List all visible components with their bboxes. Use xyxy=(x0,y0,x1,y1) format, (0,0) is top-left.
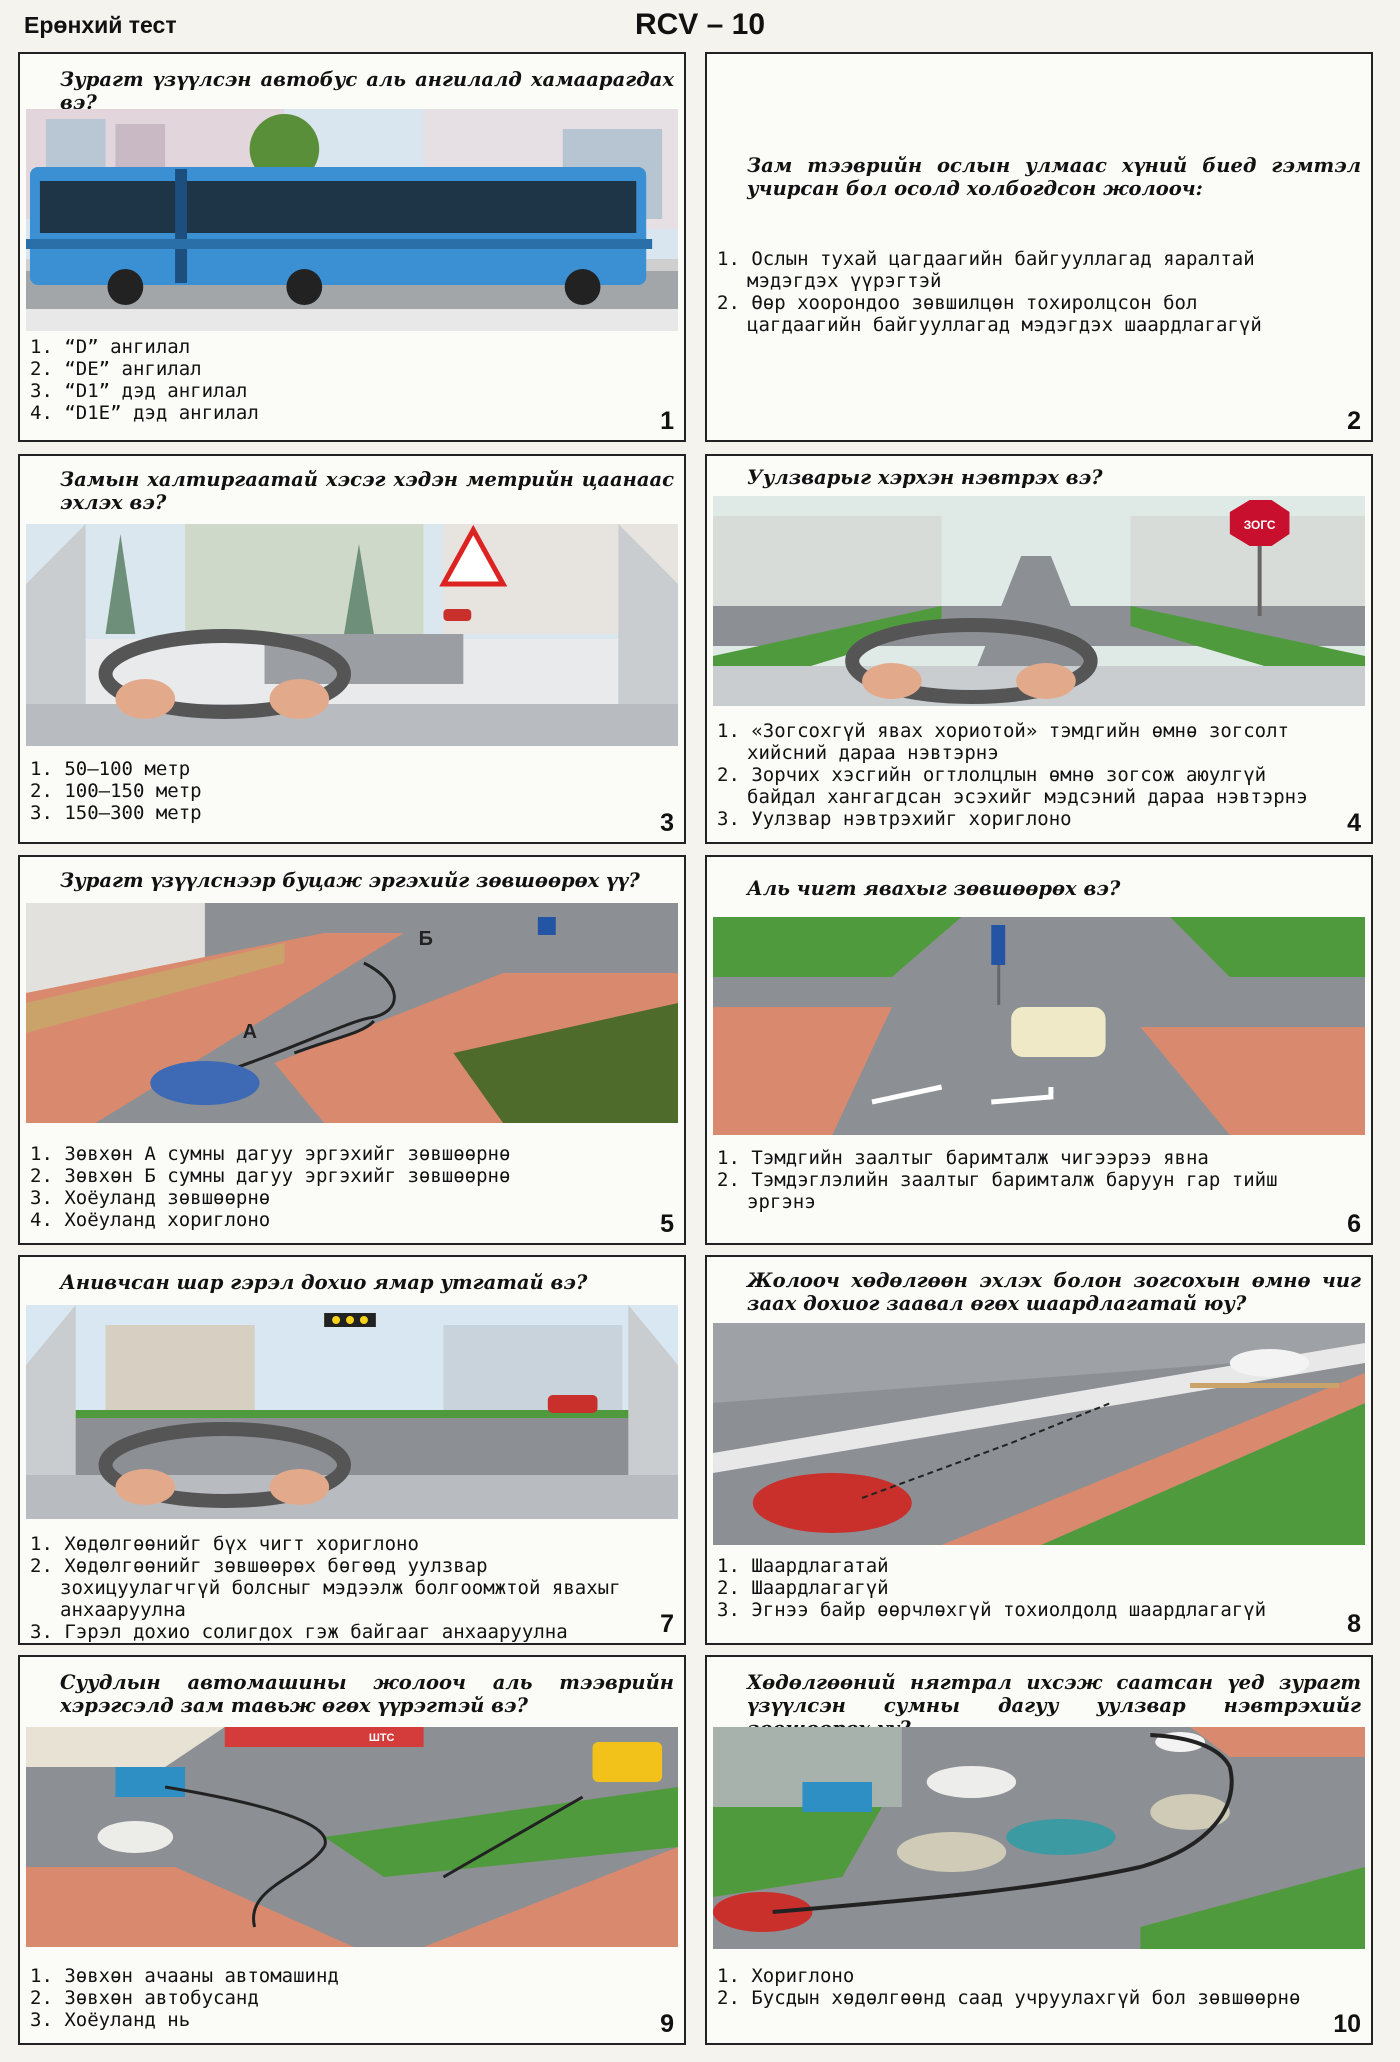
question-card-4: Уулзварыг хэрхэн нэвтрэх вэ? ЗОГС 1. «Зо… xyxy=(705,454,1373,844)
question-text: Зурагт үзүүлсэн автобус аль ангилалд хам… xyxy=(60,68,674,114)
answer-option-1[interactable]: 1. «Зогсохгүй явах хориотой» тэмдгийн өм… xyxy=(717,720,1289,764)
question-text: Анивчсан шар гэрэл дохио ямар утгатай вэ… xyxy=(60,1271,588,1294)
no-u-turn-sign xyxy=(537,917,556,935)
answer-option-2[interactable]: 2. Өөр хоорондоо зөвшилцөн тохиролцсон б… xyxy=(717,292,1262,336)
question-card-5: Зурагт үзүүлснээр буцаж эргэхийг зөвшөөр… xyxy=(18,855,686,1245)
test-code-title: RCV – 10 xyxy=(634,8,766,41)
question-number: 2 xyxy=(1347,407,1361,435)
answer-option-1[interactable]: 1. Зөвхөн А сумны дагуу эргэхийг зөвшөөр… xyxy=(30,1143,511,1165)
answer-option-1[interactable]: 1. Тэмдгийн заалтыг баримталж чигээрээ я… xyxy=(717,1147,1209,1169)
arrow-label-a: А xyxy=(243,1021,257,1043)
question-text: Замын халтиргаатай хэсэг хэдэн метрийн ц… xyxy=(60,468,674,514)
stop-sign xyxy=(1229,500,1290,546)
answer-option-2[interactable]: 2. Хөдөлгөөнийг зөвшөөрөх бөгөөд уулзвар… xyxy=(30,1555,621,1621)
answer-option-2[interactable]: 2. Шаардлагагүй xyxy=(717,1577,889,1599)
test-category-label: Ерөнхий тест xyxy=(24,12,177,38)
answer-list: 1. Хориглоно 2. Бусдын хөдөлгөөнд саад у… xyxy=(717,1965,1311,2009)
question-card-9: Суудлын автомашины жолооч аль тээврийн х… xyxy=(18,1655,686,2045)
slippery-road-sign xyxy=(439,524,508,587)
question-card-8: Жолооч хөдөлгөөн эхлэх болон зогсохын өм… xyxy=(705,1255,1373,1645)
question-illustration-gas-station: ШТС xyxy=(26,1727,678,1947)
question-illustration-turn-signal xyxy=(713,1323,1365,1545)
question-text: Зурагт үзүүлснээр буцаж эргэхийг зөвшөөр… xyxy=(60,869,640,892)
question-text: Жолооч хөдөлгөөн эхлэх болон зогсохын өм… xyxy=(747,1269,1361,1315)
question-illustration-lane-direction xyxy=(713,917,1365,1135)
answer-option-2[interactable]: 2. Тэмдэглэлийн заалтыг баримталж баруун… xyxy=(717,1169,1278,1213)
answer-list: 1. 50–100 метр 2. 100–150 метр 3. 150–30… xyxy=(30,758,624,824)
bus-shape xyxy=(26,167,653,305)
question-card-6: Аль чигт явахыг зөвшөөрөх вэ? 1. Тэмдгий… xyxy=(705,855,1373,1245)
answer-option-3[interactable]: 3. Уулзвар нэвтрэхийг хориглоно xyxy=(717,808,1072,830)
question-number: 5 xyxy=(660,1210,674,1238)
answer-option-3[interactable]: 3. 150–300 метр xyxy=(30,802,202,824)
answer-list: 1. Ослын тухай цагдаагийн байгууллагад я… xyxy=(717,248,1311,336)
answer-list: 1. Зөвхөн ачааны автомашинд 2. Зөвхөн ав… xyxy=(30,1965,624,2031)
answer-list: 1. “D” ангилал 2. “DE” ангилал 3. “D1” д… xyxy=(30,336,624,424)
answer-option-2[interactable]: 2. Бусдын хөдөлгөөнд саад учруулахгүй бо… xyxy=(717,1987,1301,2009)
question-card-2: Зам тээврийн ослын улмаас хүний биед гэм… xyxy=(705,52,1373,442)
gas-station-canopy xyxy=(224,1727,424,1747)
question-number: 4 xyxy=(1347,809,1361,837)
question-text: Хөдөлгөөний нягтрал ихсэж саатсан үед зу… xyxy=(747,1671,1361,1740)
question-text: Суудлын автомашины жолооч аль тээврийн х… xyxy=(60,1671,674,1717)
question-text: Зам тээврийн ослын улмаас хүний биед гэм… xyxy=(747,154,1361,200)
question-number: 10 xyxy=(1333,2010,1361,2038)
question-illustration-u-turn: А Б xyxy=(26,903,678,1123)
arrow-label-b: Б xyxy=(419,928,433,950)
answer-list: 1. Хөдөлгөөнийг бүх чигт хориглоно 2. Хө… xyxy=(30,1533,624,1643)
answer-option-1[interactable]: 1. Хөдөлгөөнийг бүх чигт хориглоно xyxy=(30,1533,419,1555)
question-illustration-yellow-signal xyxy=(26,1305,678,1519)
question-number: 7 xyxy=(660,1610,674,1638)
answer-list: 1. Зөвхөн А сумны дагуу эргэхийг зөвшөөр… xyxy=(30,1143,624,1231)
answer-option-1[interactable]: 1. Шаардлагатай xyxy=(717,1555,889,1577)
answer-option-1[interactable]: 1. Хориглоно xyxy=(717,1965,855,1987)
answer-option-2[interactable]: 2. Зөвхөн автобусанд xyxy=(30,1987,259,2009)
question-text: Уулзварыг хэрхэн нэвтрэх вэ? xyxy=(747,466,1103,489)
gas-station-sign-text: ШТС xyxy=(369,1732,395,1744)
answer-option-3[interactable]: 3. Хоёуланд зөвшөөрнө xyxy=(30,1187,271,1209)
question-card-10: Хөдөлгөөний нягтрал ихсэж саатсан үед зу… xyxy=(705,1655,1373,2045)
question-illustration-winter-road xyxy=(26,524,678,746)
answer-option-2[interactable]: 2. “DE” ангилал xyxy=(30,358,202,380)
question-card-1: Зурагт үзүүлсэн автобус аль ангилалд хам… xyxy=(18,52,686,442)
answer-list: 1. «Зогсохгүй явах хориотой» тэмдгийн өм… xyxy=(717,720,1311,830)
question-number: 1 xyxy=(660,407,674,435)
question-illustration-stop-intersection: ЗОГС xyxy=(713,496,1365,706)
question-card-3: Замын халтиргаатай хэсэг хэдэн метрийн ц… xyxy=(18,454,686,844)
answer-option-1[interactable]: 1. Ослын тухай цагдаагийн байгууллагад я… xyxy=(717,248,1255,292)
question-card-7: Анивчсан шар гэрэл дохио ямар утгатай вэ… xyxy=(18,1255,686,1645)
answer-option-2[interactable]: 2. 100–150 метр xyxy=(30,780,202,802)
answer-option-1[interactable]: 1. “D” ангилал xyxy=(30,336,191,358)
answer-option-3[interactable]: 3. Хоёуланд нь xyxy=(30,2009,191,2031)
answer-option-3[interactable]: 3. Гэрэл дохио солигдох гэж байгааг анха… xyxy=(30,1621,568,1643)
answer-option-3[interactable]: 3. Эгнээ байр өөрчлөхгүй тохиолдолд шаар… xyxy=(717,1599,1267,1621)
stop-sign-text: ЗОГС xyxy=(1244,518,1276,532)
question-text: Аль чигт явахыг зөвшөөрөх вэ? xyxy=(747,877,1121,900)
question-number: 3 xyxy=(660,809,674,837)
answer-list: 1. Шаардлагатай 2. Шаардлагагүй 3. Эгнээ… xyxy=(717,1555,1311,1621)
answer-list: 1. Тэмдгийн заалтыг баримталж чигээрээ я… xyxy=(717,1147,1311,1213)
question-number: 6 xyxy=(1347,1210,1361,1238)
question-illustration-bus xyxy=(26,109,678,331)
straight-only-sign xyxy=(991,925,1006,965)
question-illustration-congested-intersection xyxy=(713,1727,1365,1949)
answer-option-1[interactable]: 1. Зөвхөн ачааны автомашинд xyxy=(30,1965,339,1987)
answer-option-4[interactable]: 4. “D1E” дэд ангилал xyxy=(30,402,259,424)
question-number: 9 xyxy=(660,2010,674,2038)
answer-option-4[interactable]: 4. Хоёуланд хориглоно xyxy=(30,1209,271,1231)
answer-option-2[interactable]: 2. Зөвхөн Б сумны дагуу эргэхийг зөвшөөр… xyxy=(30,1165,511,1187)
question-number: 8 xyxy=(1347,1610,1361,1638)
answer-option-1[interactable]: 1. 50–100 метр xyxy=(30,758,191,780)
answer-option-2[interactable]: 2. Зорчих хэсгийн огтлолцлын өмнө зогсож… xyxy=(717,764,1308,808)
answer-option-3[interactable]: 3. “D1” дэд ангилал xyxy=(30,380,248,402)
